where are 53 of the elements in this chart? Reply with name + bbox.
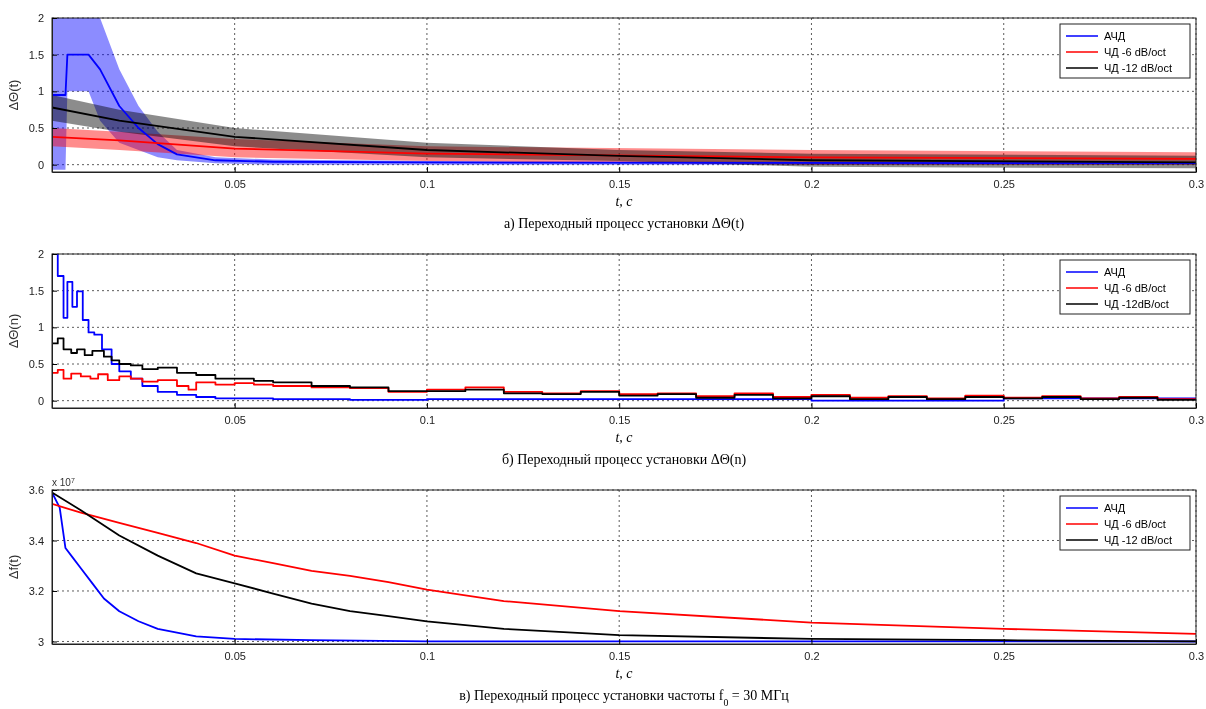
y-tick-label: 3.6 <box>28 484 44 497</box>
y-tick-label: 1.5 <box>28 48 44 61</box>
line-series <box>52 135 1196 160</box>
line-series <box>52 106 1196 164</box>
text: в) Переходный процесс установки частоты f$_{0}$ = 30 МГц <box>459 688 790 708</box>
y-axis-title: Δf(t) <box>6 554 21 580</box>
x-tick-label: 0.1 <box>419 177 436 190</box>
legend-label: ЧД -12 dB/oct <box>1104 534 1172 546</box>
y-tick-label: 0 <box>37 394 44 407</box>
y-axis-title: ΔΘ(t) <box>6 79 21 111</box>
x-tick-label: 0.1 <box>419 649 436 662</box>
legend-label: ЧД -12dB/oct <box>1104 298 1169 310</box>
y-tick-label: 3.2 <box>28 585 44 597</box>
legend-label: ЧД -6 dB/oct <box>1104 46 1166 58</box>
y-tick-label: 0.5 <box>28 358 44 371</box>
x-tick-label: 0.25 <box>993 177 1015 190</box>
x-tick-label: 0.3 <box>1188 413 1205 426</box>
text: x 10$^{7}$ <box>52 476 75 488</box>
x-tick-label: 0.05 <box>224 177 246 190</box>
y-tick-label: 1.5 <box>28 284 44 297</box>
x-tick-label: 0.15 <box>608 413 631 426</box>
y-tick-label: 2 <box>37 12 44 25</box>
y-tick-label: 3 <box>37 635 44 648</box>
text: б) Переходный процесс установки ΔΘ(n) <box>501 452 747 468</box>
legend-label: ЧД -6 dB/oct <box>1104 282 1166 294</box>
x-tick-label: 0.25 <box>993 413 1015 426</box>
x-tick-label: 0.05 <box>224 413 246 426</box>
y-tick-label: 1 <box>37 85 44 98</box>
x-tick-label: 0.25 <box>993 649 1015 662</box>
legend-label: АЧД <box>1104 502 1126 514</box>
legend-label: ЧД -12 dB/oct <box>1104 62 1172 74</box>
y-tick-label: 0.5 <box>28 122 44 135</box>
x-tick-label: 0.15 <box>608 649 631 662</box>
x-tick-label: 0.1 <box>419 413 436 426</box>
x-tick-label: 0.2 <box>804 649 820 662</box>
x-axis-title: t, с <box>615 430 634 445</box>
x-tick-label: 0.05 <box>224 649 246 662</box>
x-tick-label: 0.2 <box>804 413 820 426</box>
x-tick-label: 0.3 <box>1188 177 1205 190</box>
y-axis-title: ΔΘ(n) <box>6 313 21 349</box>
legend-label: АЧД <box>1104 266 1126 278</box>
x-axis-title: t, с <box>615 194 634 209</box>
x-tick-label: 0.3 <box>1188 649 1205 662</box>
y-tick-label: 0 <box>37 158 44 171</box>
legend-label: ЧД -6 dB/oct <box>1104 518 1166 530</box>
x-axis-title: t, с <box>615 666 634 681</box>
y-tick-label: 1 <box>37 321 44 334</box>
text: а) Переходный процесс установки ΔΘ(t) <box>503 216 745 232</box>
x-tick-label: 0.2 <box>804 177 820 190</box>
y-tick-label: 3.4 <box>28 534 44 547</box>
x-tick-label: 0.15 <box>608 177 631 190</box>
legend-label: АЧД <box>1104 30 1126 42</box>
y-tick-label: 2 <box>37 248 44 261</box>
